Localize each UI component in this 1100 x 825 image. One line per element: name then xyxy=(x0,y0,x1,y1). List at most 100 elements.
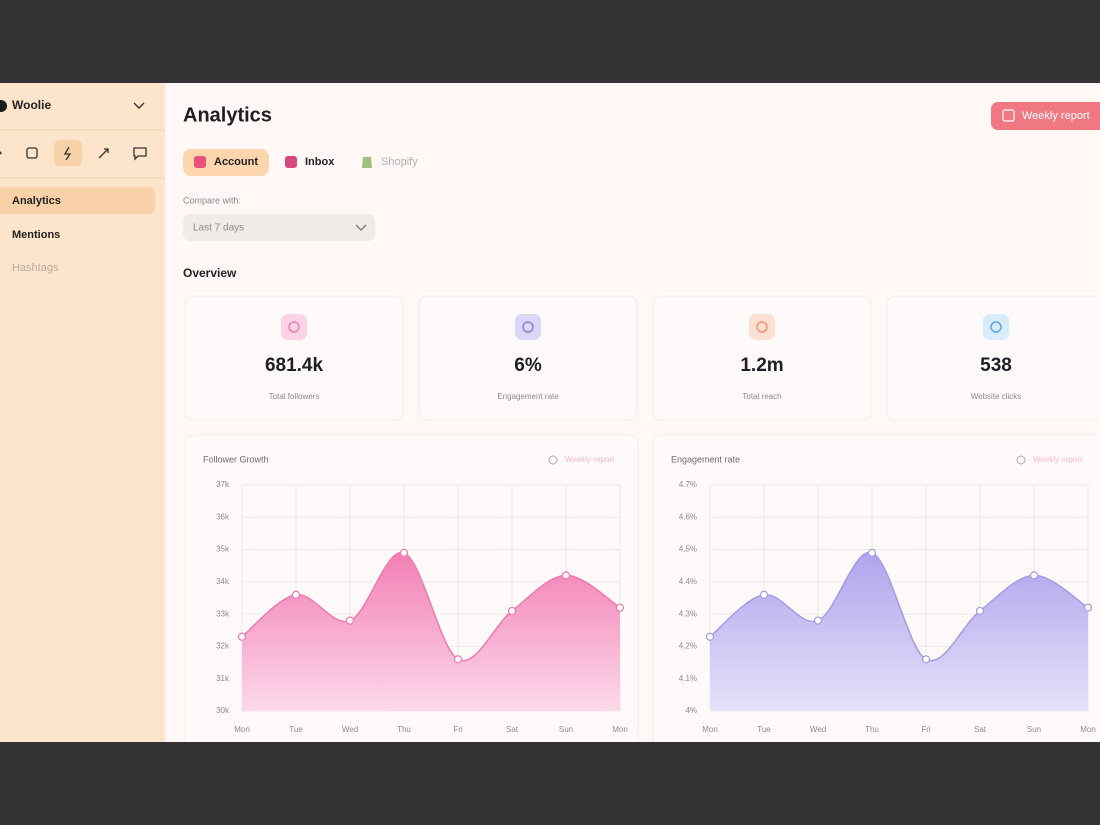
x-tick-label: Sat xyxy=(506,725,519,734)
tab-active-bg xyxy=(183,149,269,176)
stat-icon xyxy=(749,314,775,340)
chevron[interactable] xyxy=(133,102,145,109)
stat-card xyxy=(418,295,638,421)
x-tick-label: Wed xyxy=(342,725,358,734)
data-point xyxy=(705,632,715,641)
stat-icon xyxy=(281,314,307,340)
area-fill xyxy=(710,552,1088,711)
y-tick-label: 4.2% xyxy=(679,642,697,651)
report-button[interactable] xyxy=(991,102,1100,130)
x-tick-label: Mon xyxy=(234,725,250,734)
data-point xyxy=(921,655,931,664)
y-tick-label: 4.7% xyxy=(679,480,697,489)
x-tick-label: Tue xyxy=(757,725,771,734)
stat-icon xyxy=(983,314,1009,340)
y-tick-label: 4.1% xyxy=(679,674,697,683)
x-tick-label: Wed xyxy=(810,725,826,734)
chart-link: Weekly report xyxy=(565,455,615,464)
area-fill xyxy=(242,552,620,711)
y-tick-label: 4.5% xyxy=(679,545,697,554)
tab[interactable]: Account xyxy=(214,156,258,168)
data-point xyxy=(813,616,823,625)
tab-icon xyxy=(194,156,206,168)
stat-card xyxy=(184,295,404,421)
y-tick-label: 4.3% xyxy=(679,609,697,618)
y-tick-label: 32k xyxy=(216,642,230,651)
stat-icon-glyph xyxy=(990,321,1002,333)
workspace-name[interactable]: Woolie xyxy=(12,98,51,112)
chart-link: Weekly report xyxy=(1033,455,1083,464)
data-point xyxy=(345,616,355,625)
x-tick-label: Fri xyxy=(921,725,931,734)
area-line xyxy=(709,552,1089,662)
section-title: Overview xyxy=(183,266,237,280)
data-point xyxy=(561,571,571,580)
data-point xyxy=(975,606,985,616)
report-button-label[interactable]: Weekly report xyxy=(1022,110,1090,122)
y-tick-label: 4.6% xyxy=(679,512,697,521)
chevron[interactable] xyxy=(355,224,367,231)
area-line xyxy=(241,552,621,662)
icon-active-bg xyxy=(54,140,82,166)
data-point xyxy=(867,548,877,557)
data-point xyxy=(399,548,409,557)
page-title: Analytics xyxy=(183,104,272,126)
y-tick-label: 37k xyxy=(216,480,230,489)
data-point xyxy=(291,590,301,599)
x-tick-label: Mon xyxy=(702,725,718,734)
nav-active-bg xyxy=(0,187,155,214)
y-tick-label: 4.4% xyxy=(679,577,697,586)
compare-value[interactable]: Last 7 days xyxy=(193,223,244,234)
stats: 681.4k Total followers 6% Engagement rate 1.… xyxy=(184,295,1100,421)
x-tick-label: Tue xyxy=(289,725,303,734)
stat-icon xyxy=(515,314,541,340)
stat-label: Total reach xyxy=(742,392,781,401)
data-point xyxy=(507,606,517,616)
tab[interactable]: Inbox xyxy=(305,156,335,168)
x-tick-label: Thu xyxy=(865,725,879,734)
stat-value: 6% xyxy=(514,355,542,376)
x-tick-label: Fri xyxy=(453,725,463,734)
calendar-icon xyxy=(1002,109,1015,122)
stat-value: 681.4k xyxy=(265,355,324,376)
data-point xyxy=(1083,603,1093,612)
y-tick-label: 31k xyxy=(216,674,230,683)
y-tick-label: 4% xyxy=(685,706,697,715)
x-tick-label: Sat xyxy=(974,725,987,734)
charts: Follower Growth Weekly report 30k 31k 32k 33k… xyxy=(184,434,1100,742)
info-icon xyxy=(548,455,558,465)
nav-item[interactable]: Mentions xyxy=(12,229,60,241)
stat-label: Engagement rate xyxy=(497,392,559,401)
x-tick-label: Mon xyxy=(1080,725,1096,734)
data-point xyxy=(615,603,625,612)
tab[interactable]: Shopify xyxy=(381,156,418,168)
y-tick-label: 33k xyxy=(216,609,230,618)
stat-value: 538 xyxy=(980,355,1012,376)
compare-dropdown[interactable] xyxy=(183,214,375,241)
nav-item[interactable]: Analytics xyxy=(12,195,61,207)
info-icon xyxy=(1016,455,1026,465)
data-point xyxy=(759,590,769,599)
icon-row[interactable] xyxy=(0,146,147,161)
data-point xyxy=(237,632,247,641)
x-tick-label: Sun xyxy=(559,725,573,734)
tab-icon xyxy=(362,157,372,168)
y-tick-label: 30k xyxy=(216,706,230,715)
workspace-logo xyxy=(0,100,7,112)
stat-icon-glyph xyxy=(756,321,768,333)
stat-card xyxy=(886,295,1100,421)
stat-card xyxy=(652,295,872,421)
stat-label: Website clicks xyxy=(971,392,1022,401)
compare-label: Compare with: xyxy=(183,195,241,205)
x-tick-label: Thu xyxy=(397,725,411,734)
y-tick-label: 36k xyxy=(216,512,230,521)
chart-title: Follower Growth xyxy=(203,454,269,464)
nav-item[interactable]: Hashtags xyxy=(12,262,59,274)
app: Woolie Analytics Mentions Hashtags Analy… xyxy=(0,83,1100,742)
stat-icon-glyph xyxy=(288,321,300,333)
stat-icon-glyph xyxy=(522,321,534,333)
y-tick-label: 34k xyxy=(216,577,230,586)
data-point xyxy=(1029,571,1039,580)
x-tick-label: Mon xyxy=(612,725,628,734)
